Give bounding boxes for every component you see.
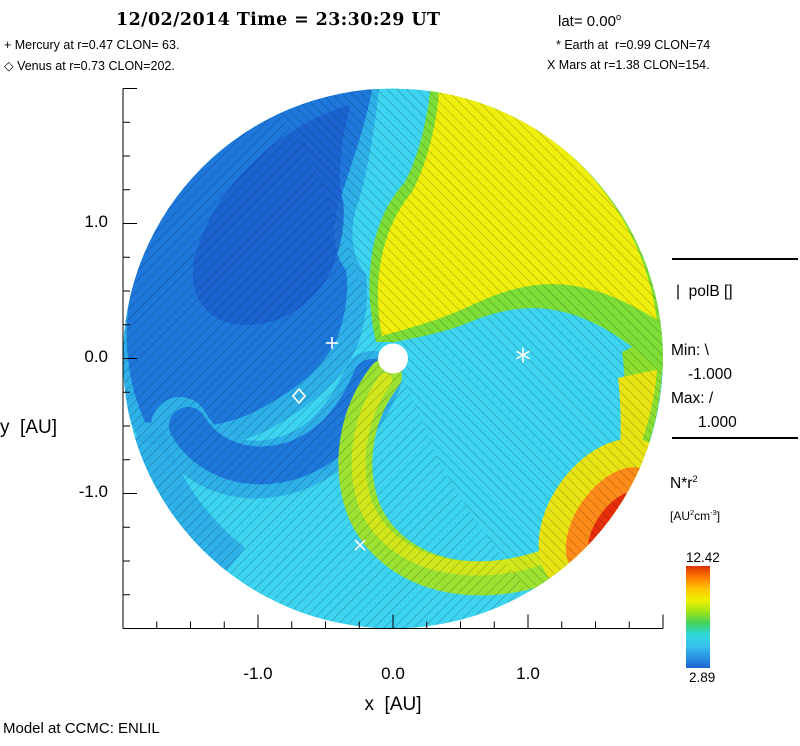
x-tick-neg1: -1.0 bbox=[243, 664, 273, 683]
enlil-polar-plot bbox=[122, 88, 664, 629]
density-field bbox=[123, 88, 663, 629]
mars-marker bbox=[354, 539, 366, 551]
mercury-marker bbox=[326, 337, 338, 349]
colorbar-quantity: N*r2 bbox=[670, 474, 698, 493]
polb-title: | polB [] bbox=[676, 283, 733, 300]
max-hatch-symbol: / bbox=[708, 390, 714, 407]
polb-max-label: Max: / bbox=[671, 390, 714, 407]
y-tick-neg1: -1.0 bbox=[78, 482, 108, 501]
x-axis-ticks bbox=[122, 614, 664, 629]
y-axis-ticks bbox=[123, 88, 137, 629]
min-hatch-symbol: \ bbox=[704, 342, 709, 359]
colorbar-gradient bbox=[686, 566, 710, 668]
venus-marker bbox=[291, 387, 307, 405]
x-tick-0: 0.0 bbox=[381, 664, 405, 683]
y-tick-1: 1.0 bbox=[84, 212, 108, 231]
model-credit: Model at CCMC: ENLIL bbox=[3, 720, 160, 737]
degree-symbol: o bbox=[615, 12, 622, 22]
legend-earth: * Earth at r=0.99 CLON=74 bbox=[556, 38, 711, 52]
colorbar-min: 2.89 bbox=[689, 670, 716, 685]
colorbar-max: 12.42 bbox=[686, 550, 720, 565]
latitude-label: lat= 0.00o bbox=[558, 12, 622, 30]
polarity-hatch-positive bbox=[123, 113, 528, 629]
polb-min-value: -1.000 bbox=[688, 366, 732, 383]
y-axis-label: y [AU] bbox=[0, 417, 58, 438]
y-tick-0: 0.0 bbox=[84, 347, 108, 366]
polb-rule-bottom bbox=[672, 437, 798, 439]
legend-venus: ◇ Venus at r=0.73 CLON=202. bbox=[4, 59, 175, 73]
legend-mercury: + Mercury at r=0.47 CLON= 63. bbox=[4, 38, 180, 52]
legend-mars: X Mars at r=1.38 CLON=154. bbox=[547, 58, 710, 72]
x-axis-label: x [AU] bbox=[364, 694, 422, 715]
plot-title: 12/02/2014 Time = 23:30:29 UT bbox=[116, 10, 441, 30]
polb-max-value: 1.000 bbox=[698, 414, 737, 431]
earth-marker bbox=[516, 347, 530, 363]
sun-disk bbox=[378, 343, 408, 374]
x-tick-1: 1.0 bbox=[516, 664, 540, 683]
polb-min-label: Min: \ bbox=[671, 342, 709, 359]
plot-axes bbox=[122, 88, 664, 629]
colorbar-units: [AU2cm-3] bbox=[670, 508, 721, 523]
polb-rule-top bbox=[672, 258, 798, 260]
